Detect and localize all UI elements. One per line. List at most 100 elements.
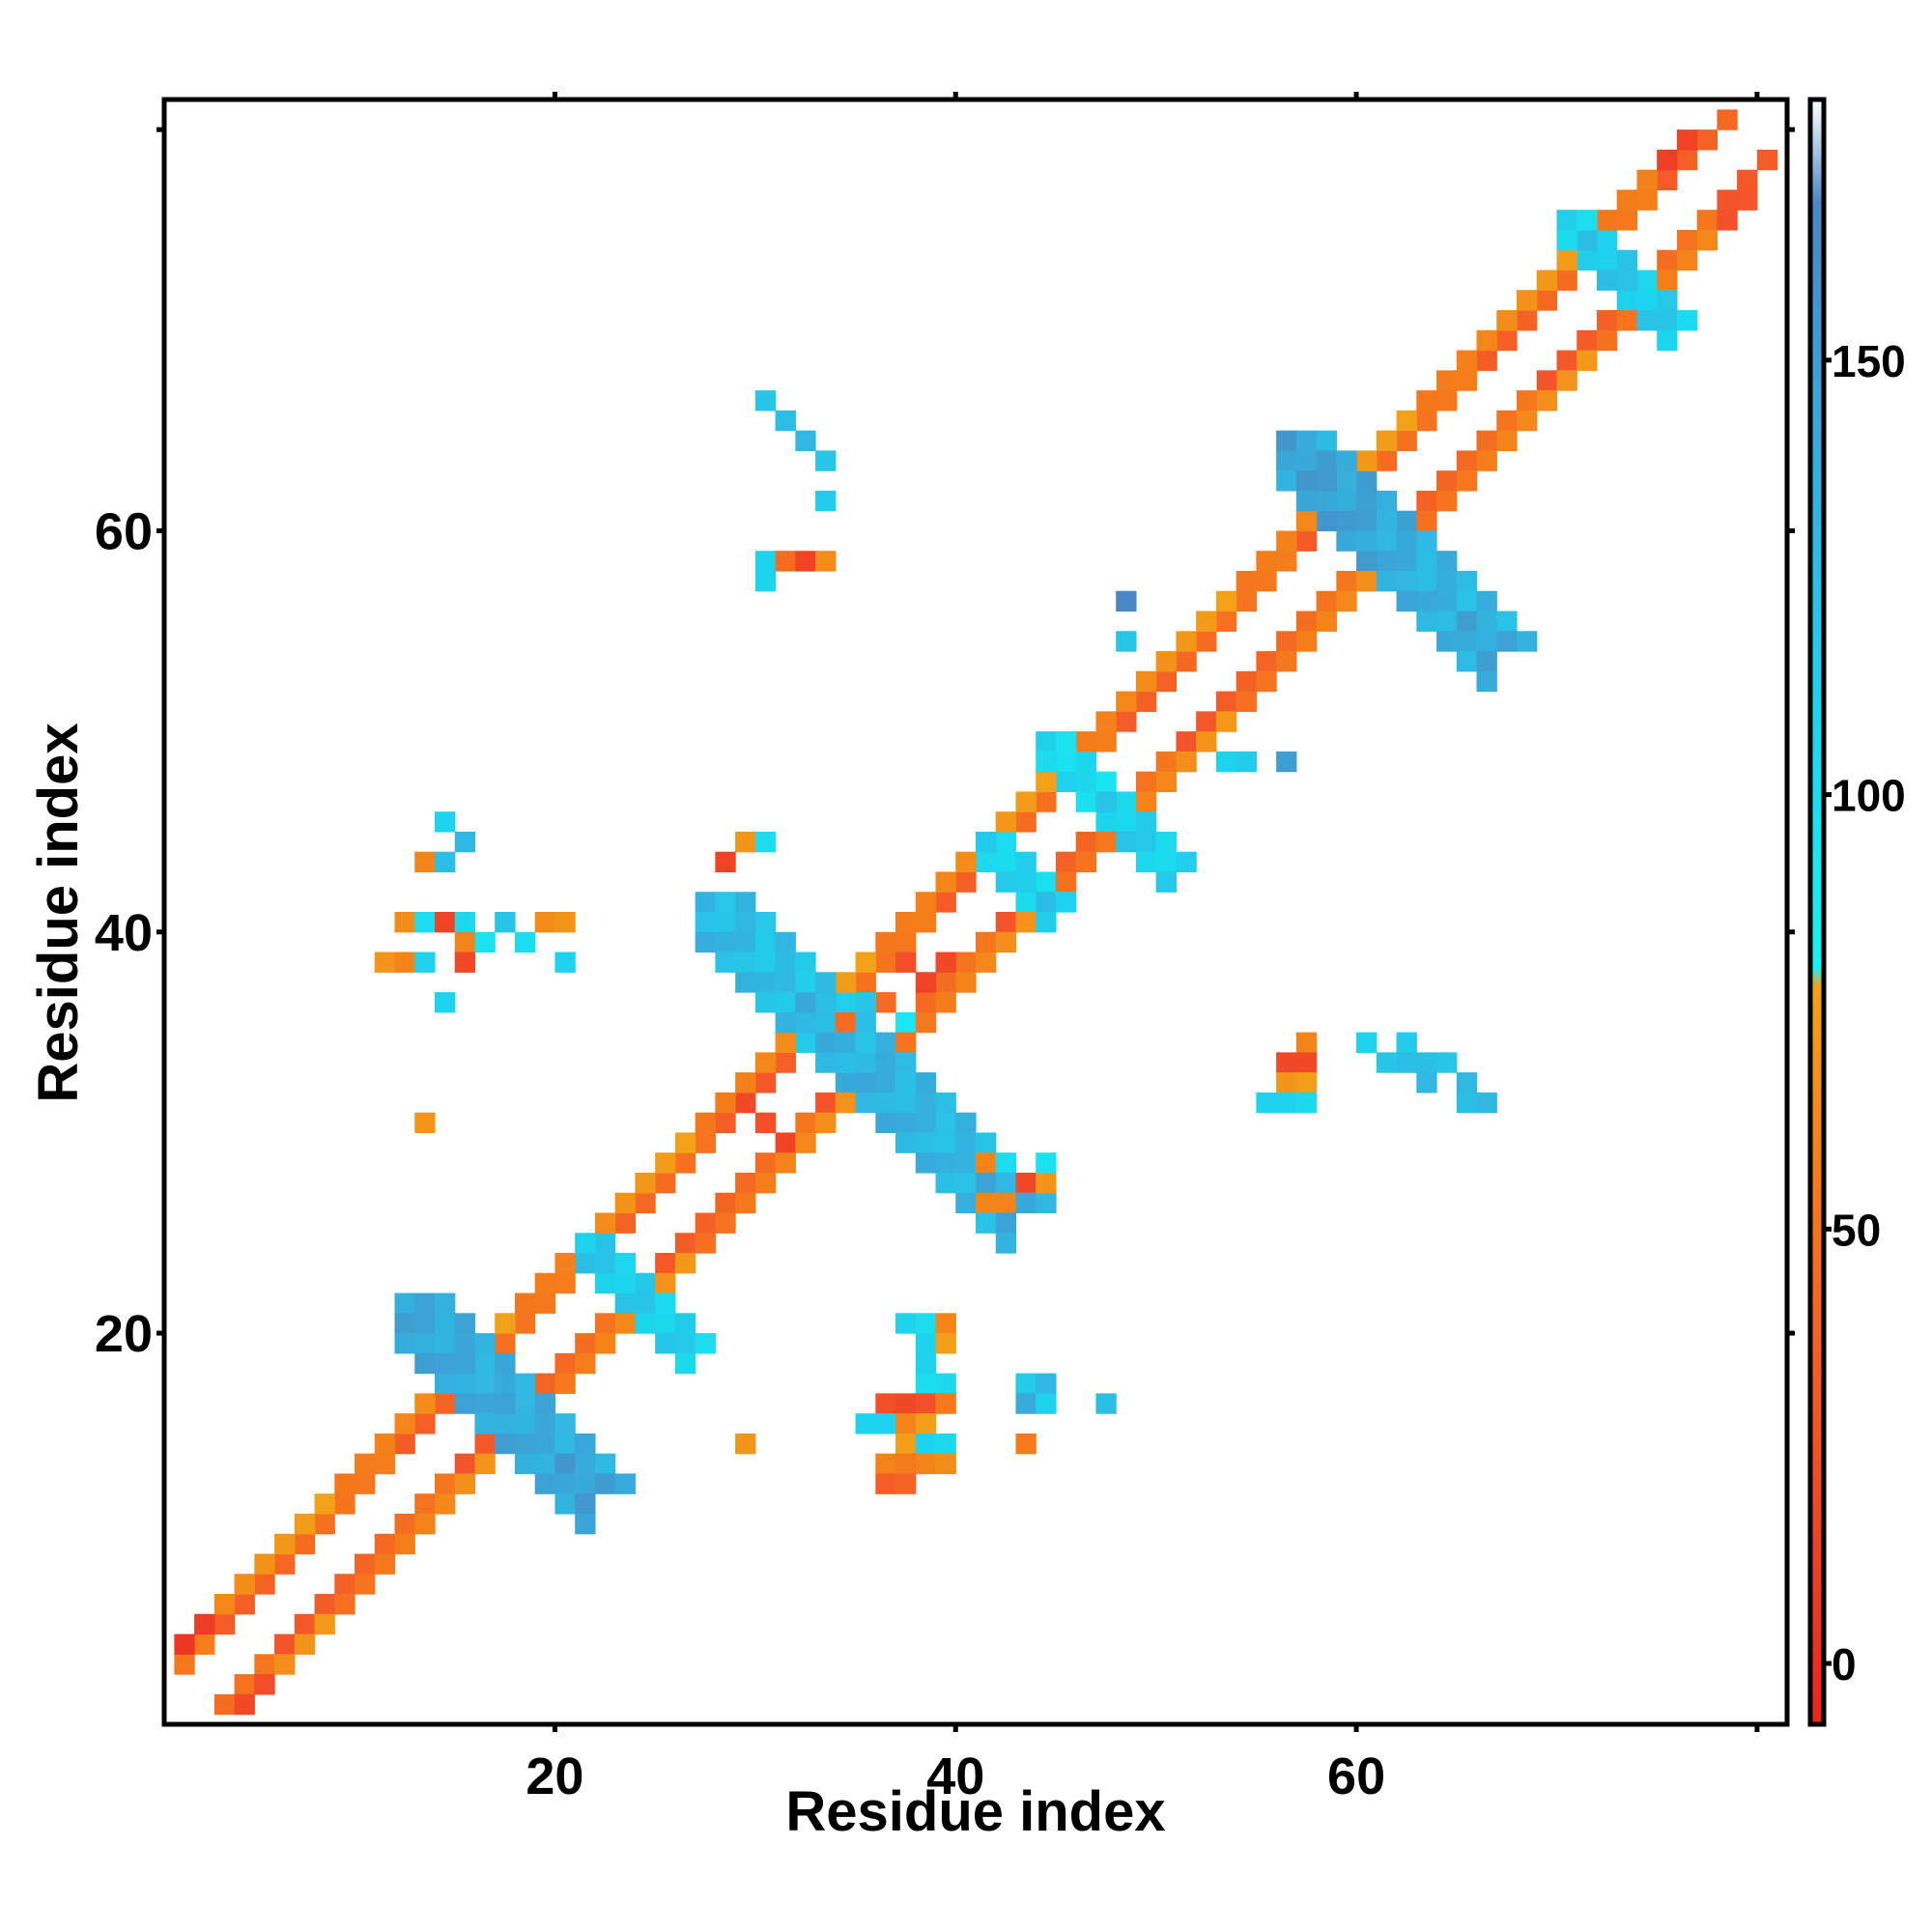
heatmap-cell	[575, 1473, 596, 1494]
heatmap-cell	[594, 1333, 616, 1354]
heatmap-cell	[1596, 210, 1618, 231]
heatmap-cell	[213, 1693, 236, 1716]
heatmap-cell	[1517, 631, 1538, 652]
heatmap-cell	[1596, 329, 1618, 352]
heatmap-cell	[915, 1112, 937, 1134]
heatmap-cell	[594, 1233, 616, 1254]
heatmap-cell	[334, 1473, 355, 1494]
heatmap-cell	[815, 972, 837, 993]
heatmap-cell	[454, 1453, 476, 1475]
heatmap-cell	[495, 1393, 516, 1414]
heatmap-cell	[935, 952, 956, 973]
heatmap-cell	[1176, 851, 1197, 873]
heatmap-cell	[775, 972, 796, 993]
heatmap-cell	[935, 992, 956, 1013]
heatmap-cell	[915, 972, 937, 993]
heatmap-cell	[554, 1473, 576, 1494]
heatmap-cell	[274, 1553, 296, 1575]
heatmap-cell	[294, 1613, 316, 1635]
heatmap-cell	[1616, 270, 1638, 291]
heatmap-cell	[655, 1313, 676, 1334]
heatmap-cell	[1295, 1052, 1318, 1073]
heatmap-cell	[575, 1352, 596, 1375]
heatmap-cell	[394, 912, 415, 933]
heatmap-cell	[1015, 1393, 1037, 1414]
heatmap-cell	[895, 1052, 917, 1073]
heatmap-cell	[895, 1092, 917, 1114]
heatmap-cell	[374, 1453, 396, 1475]
heatmap-cell	[1456, 631, 1478, 652]
heatmap-cell	[795, 972, 816, 993]
heatmap-cell	[495, 1352, 516, 1375]
heatmap-cell	[1476, 670, 1497, 693]
heatmap-cell	[554, 1272, 576, 1294]
heatmap-cell	[1577, 350, 1598, 371]
heatmap-cell	[254, 1553, 275, 1575]
heatmap-cell	[1436, 370, 1458, 391]
heatmap-cell	[1276, 751, 1297, 773]
heatmap-cell	[314, 1513, 335, 1535]
heatmap-cell	[835, 972, 857, 993]
heatmap-cell	[1316, 510, 1337, 532]
heatmap-cell	[955, 972, 977, 993]
x-tick-label: 20	[526, 1747, 583, 1805]
heatmap-cell	[1456, 350, 1478, 371]
heatmap-cell	[815, 1052, 837, 1073]
heatmap-cell	[554, 912, 576, 933]
heatmap-cell	[635, 1313, 656, 1334]
heatmap-cell	[674, 1132, 696, 1153]
heatmap-cell	[935, 1092, 956, 1114]
heatmap-cell	[474, 1333, 496, 1354]
heatmap-cell	[614, 1313, 637, 1334]
heatmap-cell	[935, 1132, 956, 1153]
heatmap-cell	[795, 1112, 816, 1134]
heatmap-cell	[895, 912, 917, 933]
heatmap-cell	[1155, 851, 1178, 873]
heatmap-cell	[635, 1293, 656, 1314]
heatmap-cell	[1215, 751, 1237, 773]
heatmap-cell	[1336, 490, 1357, 512]
heatmap-cell	[915, 1313, 937, 1334]
heatmap-cell	[995, 1152, 1017, 1174]
heatmap-cell	[1616, 290, 1638, 311]
heatmap-cell	[1155, 771, 1178, 793]
heatmap-cell	[1456, 1092, 1478, 1114]
heatmap-cell	[1416, 551, 1437, 572]
heatmap-cell	[294, 1533, 316, 1555]
heatmap-cell	[754, 390, 777, 412]
heatmap-cell	[1396, 570, 1417, 592]
heatmap-cell	[775, 1132, 796, 1153]
heatmap-cell	[935, 1152, 956, 1174]
heatmap-cell	[534, 1473, 556, 1494]
heatmap-cell	[875, 1473, 896, 1494]
heatmap-cell	[435, 811, 456, 833]
heatmap-cell	[855, 1072, 876, 1094]
heatmap-cell	[895, 1011, 917, 1034]
heatmap-cell	[1416, 490, 1437, 512]
heatmap-cell	[534, 1393, 556, 1414]
heatmap-cell	[1476, 651, 1497, 672]
heatmap-cell	[1196, 711, 1217, 732]
heatmap-cell	[1596, 249, 1618, 271]
heatmap-cell	[234, 1594, 255, 1615]
heatmap-cell	[1015, 791, 1037, 812]
heatmap-cell	[895, 1313, 917, 1334]
heatmap-cell	[1055, 851, 1077, 873]
heatmap-cell	[754, 1072, 777, 1094]
heatmap-cell	[955, 1172, 977, 1194]
heatmap-cell	[1276, 1052, 1297, 1073]
heatmap-cell	[1596, 310, 1618, 331]
heatmap-cell	[1116, 791, 1137, 812]
heatmap-cell	[835, 1011, 857, 1034]
colorbar-tick-label: 100	[1832, 771, 1906, 821]
heatmap-cell	[915, 1393, 937, 1414]
heatmap-cell	[1456, 450, 1478, 471]
heatmap-cell	[1577, 249, 1598, 271]
heatmap-cell	[1356, 530, 1378, 552]
heatmap-cell	[715, 1092, 736, 1114]
heatmap-cell	[875, 1393, 896, 1414]
heatmap-cell	[1556, 249, 1577, 271]
heatmap-cell	[414, 1313, 436, 1334]
heatmap-cell	[1376, 570, 1398, 592]
heatmap-cell	[435, 851, 456, 873]
